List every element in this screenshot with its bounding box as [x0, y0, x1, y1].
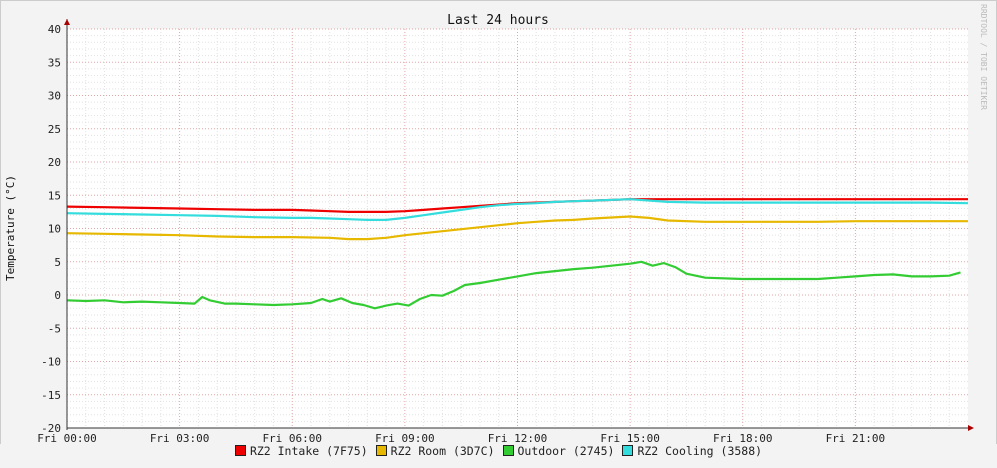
- legend-swatch: [622, 445, 634, 456]
- y-axis-arrow: [64, 19, 70, 25]
- x-tick-label: Fri 21:00: [826, 432, 886, 444]
- legend: RZ2 Intake (7F75) RZ2 Room (3D7C) Outdoor …: [0, 444, 997, 458]
- y-axis-ticks: -20 -15 -10 -5 0 5 10 15 20 25 30 35 40: [41, 23, 61, 435]
- y-axis-label: Temperature (°C): [4, 175, 17, 281]
- x-tick-label: Fri 12:00: [488, 432, 548, 444]
- legend-swatch: [375, 445, 387, 456]
- x-tick-label: Fri 18:00: [713, 432, 773, 444]
- y-tick-label: -15: [41, 389, 61, 402]
- series-line-4: [66, 198, 969, 221]
- series-line-3: [66, 260, 961, 310]
- y-tick-label: 40: [48, 23, 61, 36]
- y-tick-label: 15: [48, 189, 61, 202]
- x-tick-label: Fri 15:00: [600, 432, 660, 444]
- legend-item-3: Outdoor (2745): [502, 444, 615, 458]
- legend-label: RZ2 Room (3D7C): [390, 444, 495, 458]
- x-axis-arrow: [968, 425, 974, 431]
- y-tick-label: -5: [48, 322, 61, 335]
- y-tick-label: 20: [48, 156, 61, 169]
- y-tick-label: -20: [41, 422, 61, 435]
- credit-text: RRDTOOL / TOBI OETIKER: [979, 4, 988, 110]
- legend-swatch: [502, 445, 514, 456]
- major-grid: [66, 28, 968, 429]
- legend-swatch: [234, 445, 246, 456]
- x-tick-label: Fri 00:00: [37, 432, 97, 444]
- series-line-2: [66, 215, 968, 241]
- x-tick-label: Fri 09:00: [375, 432, 435, 444]
- y-tick-label: 35: [48, 56, 61, 69]
- legend-item-4: RZ2 Cooling (3588): [622, 444, 762, 458]
- y-tick-label: 0: [54, 289, 61, 302]
- y-tick-label: 5: [54, 256, 61, 269]
- axes: [64, 19, 974, 431]
- y-tick-label: 10: [48, 223, 61, 236]
- legend-item-1: RZ2 Intake (7F75): [234, 444, 368, 458]
- x-tick-label: Fri 03:00: [150, 432, 210, 444]
- series-lines: [66, 198, 969, 310]
- chart-title: Last 24 hours: [447, 13, 549, 28]
- y-tick-label: -10: [41, 356, 61, 369]
- y-tick-label: 30: [48, 90, 61, 103]
- y-tick-label: 25: [48, 123, 61, 136]
- legend-item-2: RZ2 Room (3D7C): [375, 444, 495, 458]
- legend-label: RZ2 Cooling (3588): [637, 444, 763, 458]
- series-line-1: [66, 198, 968, 213]
- x-tick-label: Fri 06:00: [262, 432, 322, 444]
- legend-label: RZ2 Intake (7F75): [249, 444, 368, 458]
- legend-label: Outdoor (2745): [517, 444, 615, 458]
- rrdtool-credit: RRDTOOL / TOBI OETIKER: [979, 4, 988, 110]
- x-axis-ticks: Fri 00:00 Fri 03:00 Fri 06:00 Fri 09:00 Fri …: [37, 432, 886, 445]
